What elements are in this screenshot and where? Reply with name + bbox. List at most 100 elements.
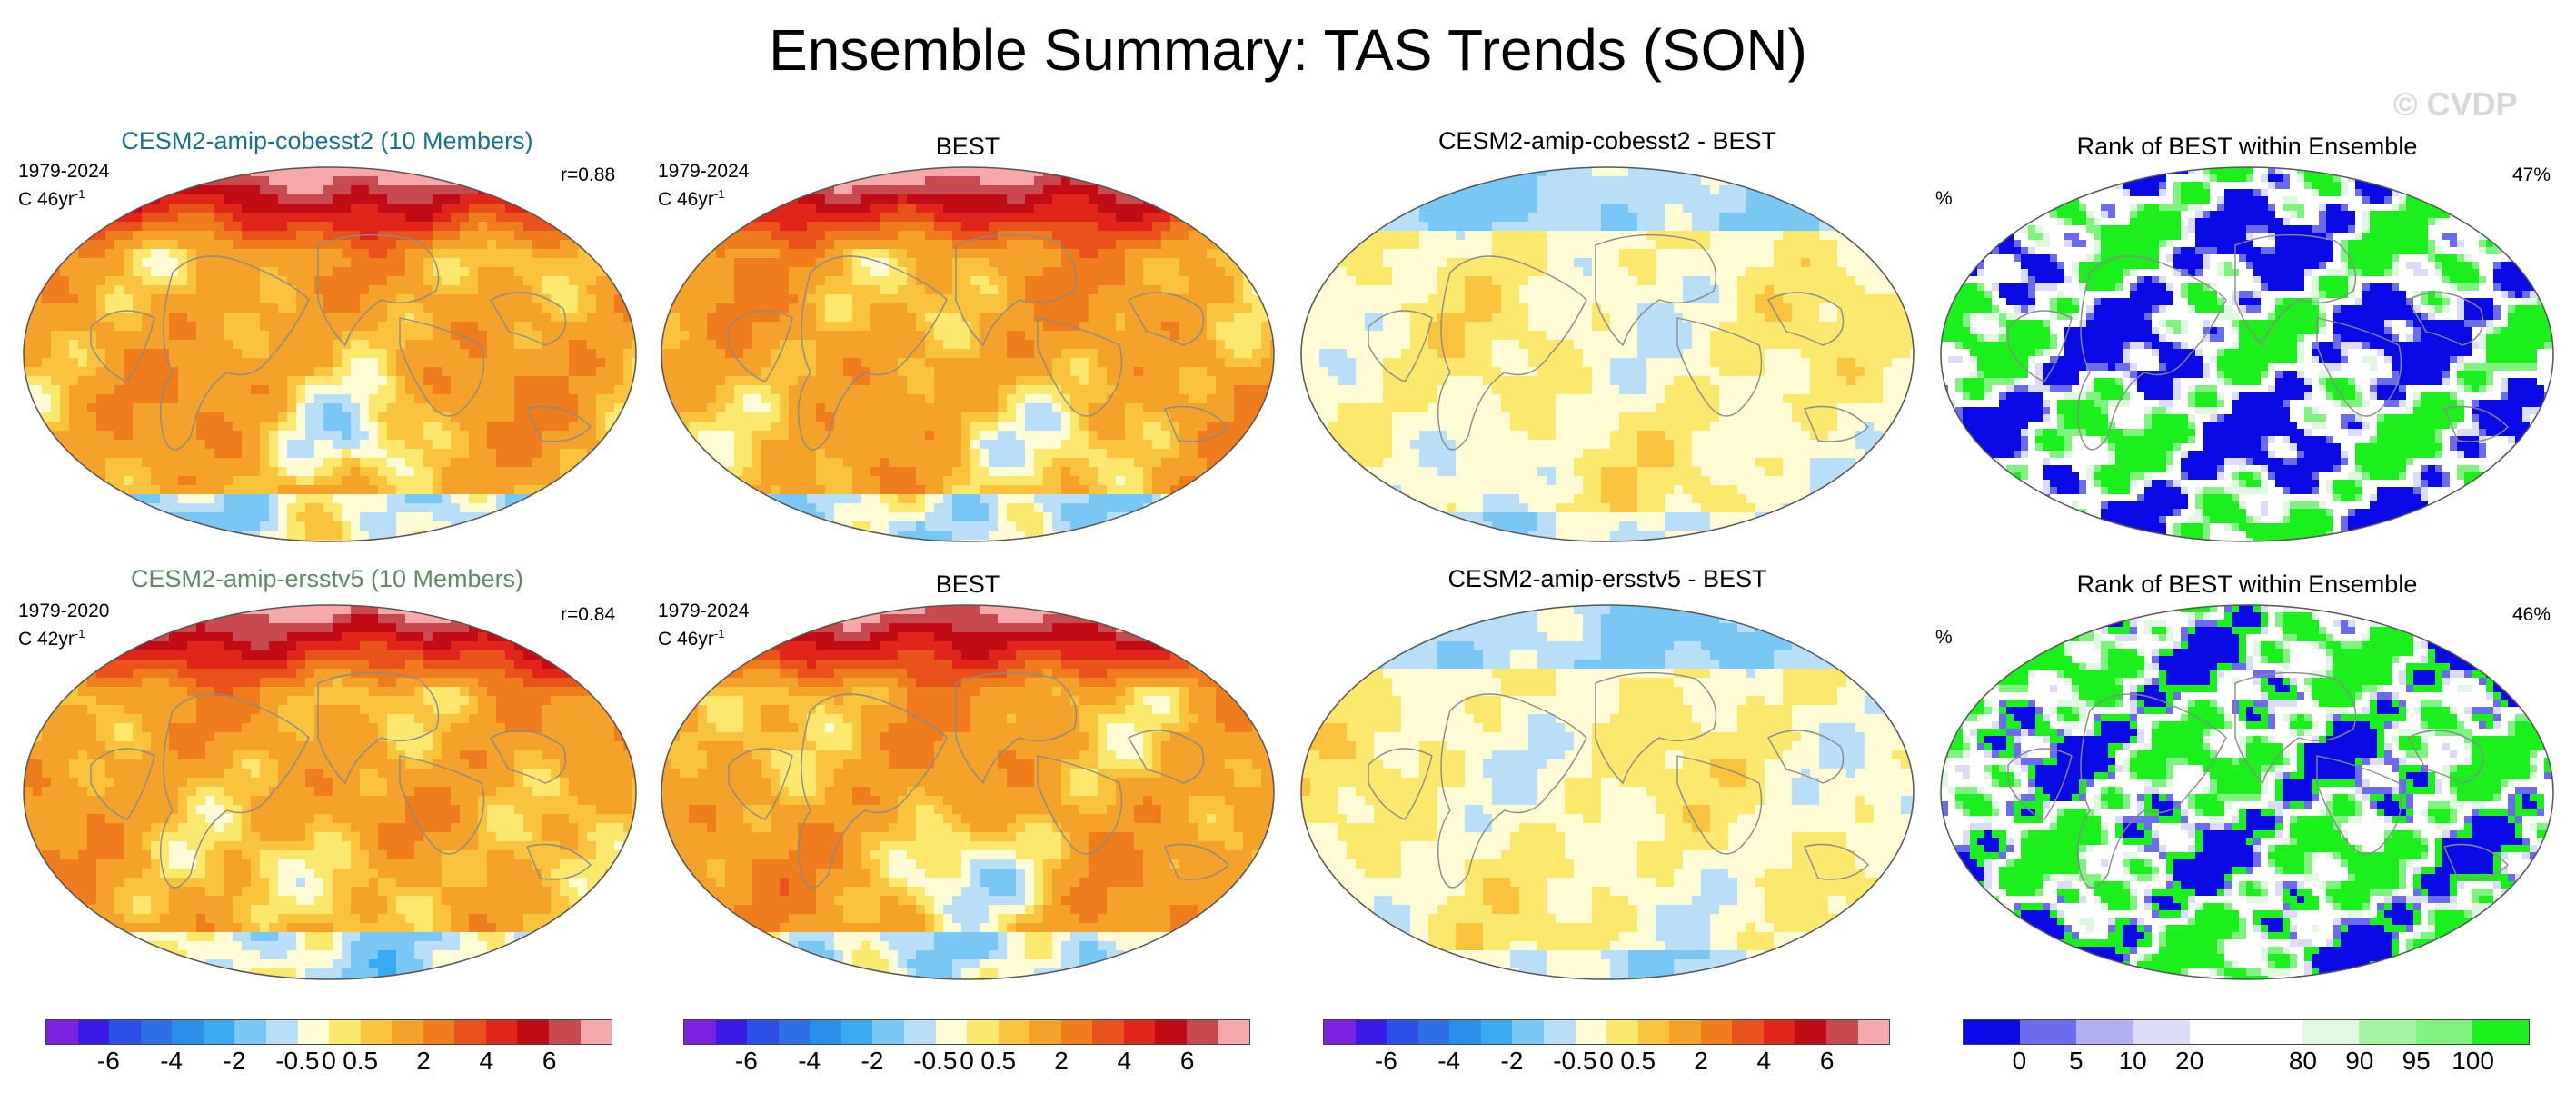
- correlation-label-row2: r=0.84: [561, 604, 615, 626]
- colorbar-tick-label: 0: [960, 1047, 974, 1076]
- colorbar-swatch: [1155, 1020, 1187, 1044]
- colorbar-swatch: [1387, 1020, 1418, 1044]
- map-obs-trend-row1: [661, 166, 1275, 542]
- map-outline: [661, 166, 1275, 542]
- coastline-outlines: [90, 671, 592, 889]
- colorbar-swatch: [172, 1020, 204, 1044]
- colorbar-labels-model: -6 -4 -2 -0.5 0 0.5 2 4 6: [45, 1047, 612, 1076]
- map-rank-row1: [1940, 166, 2554, 542]
- colorbar-swatch: [454, 1020, 486, 1044]
- colorbar-swatch: [1512, 1020, 1544, 1044]
- colorbar-tick-label: 0: [2013, 1047, 2027, 1076]
- coastline-outlines: [1368, 233, 1869, 451]
- panel-title-rank-row2: Rank of BEST within Ensemble: [1935, 571, 2559, 599]
- colorbar-tick-label: 2: [1054, 1047, 1069, 1076]
- colorbar-swatch: [1324, 1020, 1356, 1044]
- period-label-obs-row2: 1979-2024 C 46yr-1: [658, 600, 749, 650]
- colorbar-tick-label: 6: [1820, 1047, 1835, 1076]
- coastline-outlines: [2007, 233, 2509, 451]
- map-outline: [1300, 166, 1915, 542]
- colorbar-tick-label: 0: [322, 1047, 336, 1076]
- map-outline: [1940, 166, 2554, 542]
- colorbar-labels-obs: -6 -4 -2 -0.5 0 0.5 2 4 6: [683, 1047, 1250, 1076]
- colorbar-swatch: [1575, 1020, 1607, 1044]
- colorbar-swatch: [778, 1020, 811, 1044]
- colorbar-tick-label: -4: [798, 1047, 821, 1076]
- cvdp-watermark: © CVDP: [2393, 85, 2518, 124]
- colorbar-swatch: [2246, 1020, 2303, 1044]
- panel-title-diff-row1: CESM2-amip-cobesst2 - BEST: [1296, 127, 1919, 155]
- percent-value-row1: 47%: [2512, 164, 2551, 186]
- colorbar-tick-label: 80: [2289, 1047, 2317, 1076]
- colorbar-swatch: [2133, 1020, 2190, 1044]
- colorbar-swatch: [1123, 1020, 1156, 1044]
- colorbar-swatch: [580, 1020, 612, 1044]
- map-outline: [1940, 604, 2554, 980]
- colorbar-swatch: [1795, 1020, 1826, 1044]
- colorbar-swatch: [935, 1020, 968, 1044]
- colorbar-swatch: [747, 1020, 779, 1044]
- colorbar-swatch: [2359, 1020, 2416, 1044]
- colorbar-swatch: [1480, 1020, 1513, 1044]
- period-label-model-row1: 1979-2024 C 46yr-1: [18, 160, 109, 211]
- colorbar-swatch: [1355, 1020, 1387, 1044]
- colorbar-swatch: [1637, 1020, 1670, 1044]
- colorbar-swatch: [2020, 1020, 2077, 1044]
- colorbar-swatch: [46, 1020, 78, 1044]
- colorbar-tick-label: -4: [160, 1047, 183, 1076]
- coastline-outlines: [728, 233, 1229, 451]
- colorbar-swatch: [903, 1020, 936, 1044]
- colorbar-tick-label: -4: [1437, 1047, 1460, 1076]
- colorbar-swatch: [203, 1020, 235, 1044]
- colorbar-trend-diff: [1323, 1019, 1890, 1045]
- colorbar-swatch: [517, 1020, 549, 1044]
- colorbar-swatch: [485, 1020, 518, 1044]
- panel-title-obs-row2: BEST: [656, 571, 1279, 599]
- percent-symbol-row2: %: [1935, 627, 1953, 649]
- colorbar-tick-label: 4: [1757, 1047, 1772, 1076]
- colorbar-swatch: [329, 1020, 361, 1044]
- period-label-obs-row1: 1979-2024 C 46yr-1: [658, 160, 749, 211]
- colorbar-swatch: [77, 1020, 110, 1044]
- colorbar-tick-label: -6: [1375, 1047, 1397, 1076]
- colorbar-tick-label: 0.5: [343, 1047, 378, 1076]
- map-diff-trend-row2: [1300, 604, 1915, 980]
- colorbar-swatch: [998, 1020, 1030, 1044]
- colorbar-swatch: [2302, 1020, 2360, 1044]
- colorbar-swatch: [360, 1020, 393, 1044]
- percent-symbol-row1: %: [1935, 188, 1953, 210]
- colorbar-swatch: [684, 1020, 716, 1044]
- colorbar-swatch: [265, 1020, 298, 1044]
- coastline-outlines: [90, 233, 592, 451]
- colorbar-swatch: [2076, 1020, 2133, 1044]
- panel-title-rank-row1: Rank of BEST within Ensemble: [1935, 133, 2559, 161]
- colorbar-tick-label: 4: [480, 1047, 494, 1076]
- colorbar-swatch: [1449, 1020, 1481, 1044]
- colorbar-tick-label: -2: [1501, 1047, 1524, 1076]
- colorbar-tick-label: -0.5: [1553, 1047, 1596, 1076]
- colorbar-tick-label: -6: [735, 1047, 758, 1076]
- map-outline: [661, 604, 1275, 980]
- colorbar-tick-label: -6: [97, 1047, 120, 1076]
- colorbar-tick-label: -2: [224, 1047, 246, 1076]
- colorbar-swatch: [109, 1020, 141, 1044]
- colorbar-tick-label: 100: [2452, 1047, 2494, 1076]
- colorbar-tick-label: -0.5: [275, 1047, 319, 1076]
- colorbar-tick-label: 0.5: [980, 1047, 1016, 1076]
- colorbar-swatch: [715, 1020, 748, 1044]
- figure-title: Ensemble Summary: TAS Trends (SON): [0, 16, 2576, 84]
- colorbar-swatch: [810, 1020, 841, 1044]
- colorbar-swatch: [1700, 1020, 1733, 1044]
- coastline-outlines: [1368, 671, 1869, 889]
- colorbar-swatch: [392, 1020, 423, 1044]
- colorbar-tick-label: 5: [2069, 1047, 2084, 1076]
- colorbar-swatch: [1543, 1020, 1576, 1044]
- colorbar-tick-label: 20: [2175, 1047, 2203, 1076]
- colorbar-tick-label: 0.5: [1620, 1047, 1656, 1076]
- colorbar-swatch: [1029, 1020, 1061, 1044]
- colorbar-tick-label: 90: [2345, 1047, 2373, 1076]
- colorbar-tick-label: -2: [861, 1047, 884, 1076]
- colorbar-swatch: [1092, 1020, 1124, 1044]
- colorbar-swatch: [2472, 1020, 2530, 1044]
- map-rank-row2: [1940, 604, 2554, 980]
